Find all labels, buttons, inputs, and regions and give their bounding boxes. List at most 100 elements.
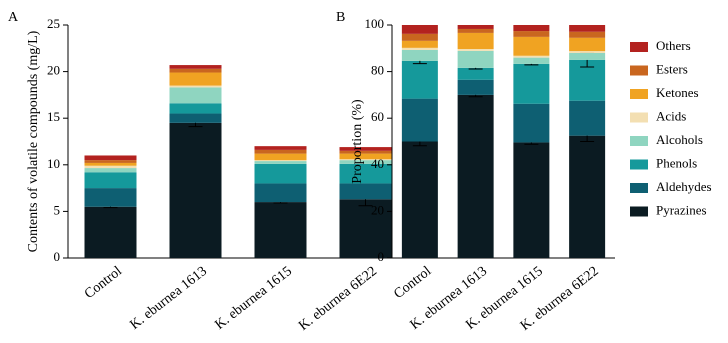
legend-swatch (630, 89, 648, 99)
legend-label: Acids (656, 108, 686, 123)
x-tick-label: Control (82, 264, 125, 302)
y-tick-label: 40 (371, 156, 384, 171)
bar-segment (513, 36, 550, 56)
bar-segment (254, 146, 307, 150)
bar-segment (254, 161, 307, 164)
x-tick-label: K. eburnea 6E22 (296, 264, 380, 334)
bar-segment (513, 103, 550, 143)
bar-segment (457, 25, 494, 29)
bar-segment (401, 141, 438, 258)
bar-segment (513, 142, 550, 258)
y-tick-label: 80 (371, 63, 384, 78)
bar-segment (457, 79, 494, 95)
legend-label: Aldehydes (656, 179, 712, 194)
y-tick-label: 100 (365, 16, 385, 31)
bar-segment (339, 150, 392, 154)
bar-segment (569, 31, 606, 38)
bar-segment (254, 163, 307, 184)
legend-label: Ketones (656, 85, 699, 100)
bar-segment (401, 25, 438, 34)
y-tick-label: 25 (47, 16, 60, 31)
bar-segment (84, 168, 137, 173)
legend-swatch (630, 183, 648, 193)
legend-label: Alcohols (656, 132, 703, 147)
panel-label: A (8, 10, 19, 25)
bar-segment (254, 149, 307, 154)
bar-segment (457, 48, 494, 51)
bar-segment (254, 153, 307, 161)
legend-swatch (630, 42, 648, 52)
bar-segment (84, 188, 137, 207)
legend-swatch (630, 136, 648, 146)
bar-segment (339, 163, 392, 184)
bar-segment (169, 85, 222, 88)
bar-segment (457, 67, 494, 80)
legend-swatch (630, 65, 648, 76)
y-tick-label: 0 (54, 249, 61, 264)
bar-segment (569, 100, 606, 136)
bar-segment (84, 155, 137, 161)
bar-segment (513, 57, 550, 64)
bar-segment (569, 37, 606, 52)
bar-segment (339, 147, 392, 151)
bar-segment (339, 183, 392, 200)
bar-segment (401, 33, 438, 41)
bar-segment (339, 199, 392, 258)
bar-segment (254, 183, 307, 203)
bar-segment (401, 47, 438, 50)
bar-segment (569, 51, 606, 53)
bar-segment (254, 202, 307, 258)
y-tick-label: 10 (47, 156, 60, 171)
y-tick-label: 0 (378, 249, 385, 264)
bar-segment (169, 72, 222, 86)
legend-label: Esters (656, 61, 688, 76)
bar-segment (513, 25, 550, 32)
legend-label: Pyrazines (656, 202, 707, 217)
bar-segment (513, 55, 550, 58)
legend-label: Phenols (656, 155, 697, 170)
bar-segment (339, 160, 392, 164)
bar-segment (569, 25, 606, 32)
legend-swatch (630, 206, 648, 217)
bar-segment (401, 60, 438, 99)
bar-segment (457, 28, 494, 33)
bar-segment (401, 49, 438, 61)
bar-segment (339, 153, 392, 160)
bar-segment (169, 87, 222, 104)
bar-segment (569, 135, 606, 258)
y-tick-label: 20 (371, 202, 384, 217)
y-tick-label: 20 (47, 63, 60, 78)
legend-label: Others (656, 38, 691, 53)
bar-segment (401, 40, 438, 48)
bar-segment (84, 162, 137, 166)
legend-swatch (630, 112, 648, 123)
bar-segment (169, 68, 222, 73)
bar-segment (457, 50, 494, 68)
y-tick-label: 60 (371, 109, 384, 124)
bar-segment (169, 103, 222, 114)
bar-segment (169, 122, 222, 258)
y-axis-label: Proportion (%) (350, 99, 365, 184)
bar-segment (84, 160, 137, 163)
bar-segment (84, 165, 137, 169)
y-tick-label: 5 (54, 202, 61, 217)
bar-segment (457, 94, 494, 259)
bar-segment (169, 113, 222, 123)
bar-segment (569, 52, 606, 60)
x-tick-label: K. eburnea 1615 (212, 264, 294, 333)
y-tick-label: 15 (47, 109, 60, 124)
bar-segment (513, 31, 550, 37)
bar-segment (401, 98, 438, 142)
bar-segment (169, 65, 222, 69)
bar-segment (84, 172, 137, 189)
x-tick-label: K. eburnea 1613 (127, 264, 209, 333)
bar-segment (339, 159, 392, 161)
bar-segment (254, 160, 307, 162)
panel-label: B (336, 10, 345, 25)
bar-segment (84, 206, 137, 258)
bar-segment (513, 63, 550, 104)
y-axis-label: Contents of volatile compounds (mg/L) (26, 30, 41, 252)
legend-swatch (630, 159, 648, 170)
bar-segment (457, 32, 494, 49)
